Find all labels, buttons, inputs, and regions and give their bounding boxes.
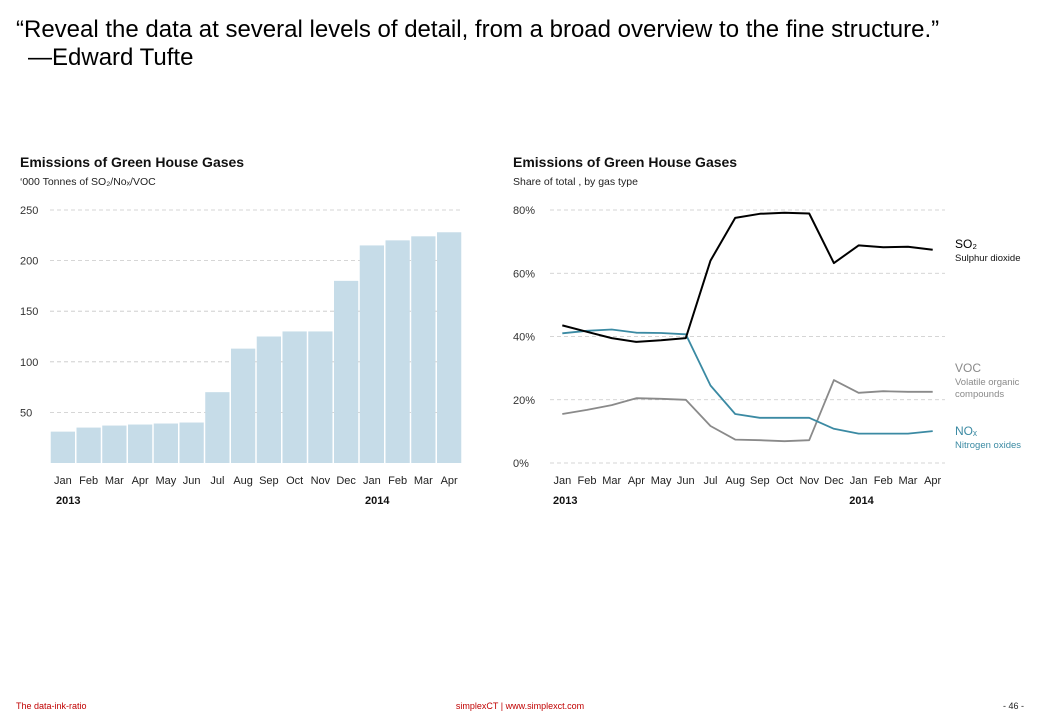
bar-chart-emissions: Emissions of Green House Gases ‘000 Tonn… — [20, 154, 462, 507]
x-tick-label: Apr — [924, 475, 941, 487]
y-tick-label: 150 — [20, 306, 38, 318]
legend-name-voc: VOC — [955, 361, 981, 375]
chart-title: Emissions of Green House Gases — [513, 154, 737, 170]
year-label: 2013 — [553, 495, 577, 507]
x-tick-label: Oct — [286, 475, 303, 487]
series-line-so2 — [562, 211, 933, 343]
x-tick-label: Feb — [79, 475, 98, 487]
x-tick-label: Mar — [602, 475, 621, 487]
x-tick-label: Feb — [874, 475, 893, 487]
y-tick-label: 200 — [20, 256, 38, 268]
footer-center: simplexCT | www.simplexct.com — [455, 701, 585, 711]
x-tick-label: Mar — [898, 475, 917, 487]
x-tick-label: May — [155, 475, 176, 487]
year-label: 2014 — [849, 495, 874, 507]
bar — [50, 431, 75, 463]
bar — [153, 423, 178, 463]
x-tick-label: Apr — [441, 475, 458, 487]
bar — [411, 236, 436, 463]
chart-title: Emissions of Green House Gases — [20, 154, 244, 170]
y-tick-label: 20% — [513, 395, 535, 407]
bar — [179, 422, 204, 463]
x-tick-label: Jan — [363, 475, 381, 487]
y-tick-label: 100 — [20, 357, 38, 369]
bar — [308, 331, 333, 463]
series-line-voc — [562, 379, 933, 443]
x-tick-label: Feb — [388, 475, 407, 487]
bar — [334, 280, 359, 463]
year-label: 2014 — [365, 495, 390, 507]
x-tick-label: Jan — [54, 475, 72, 487]
legend-desc-nox: Nitrogen oxides — [955, 440, 1021, 451]
bar — [205, 392, 230, 463]
x-tick-label: Apr — [132, 475, 149, 487]
y-tick-label: 40% — [513, 332, 535, 344]
quote-text: “Reveal the data at several levels of de… — [16, 16, 940, 43]
x-tick-label: Dec — [336, 475, 356, 487]
legend-name-nox: NOₓ — [955, 424, 977, 438]
x-tick-label: Sep — [259, 475, 279, 487]
bar — [256, 336, 281, 463]
x-tick-label: Oct — [776, 475, 793, 487]
bar — [128, 424, 153, 463]
quote: “Reveal the data at several levels of de… — [16, 16, 1026, 72]
x-tick-label: Nov — [799, 475, 819, 487]
x-tick-label: Jun — [183, 475, 201, 487]
x-tick-label: Aug — [233, 475, 253, 487]
legend-name-so2: SO₂ — [955, 237, 977, 251]
x-tick-label: Aug — [725, 475, 745, 487]
x-tick-label: Jan — [850, 475, 868, 487]
y-tick-label: 50 — [20, 407, 32, 419]
bar — [359, 245, 384, 463]
x-tick-label: Mar — [105, 475, 124, 487]
legend-desc-so2: Sulphur dioxide — [955, 253, 1021, 264]
chart-subtitle: ‘000 Tonnes of SO₂/Noₓ/VOC — [20, 176, 156, 188]
x-tick-label: Sep — [750, 475, 770, 487]
x-tick-label: Dec — [824, 475, 844, 487]
x-tick-label: Jul — [703, 475, 717, 487]
x-tick-label: May — [651, 475, 672, 487]
year-label: 2013 — [56, 495, 80, 507]
x-tick-label: Jul — [210, 475, 224, 487]
bar — [231, 348, 256, 463]
y-tick-label: 80% — [513, 205, 535, 217]
y-tick-label: 60% — [513, 268, 535, 280]
footer-right: - 46 - — [1002, 701, 1024, 711]
bar — [102, 425, 127, 463]
y-tick-label: 250 — [20, 205, 38, 217]
x-tick-label: Feb — [578, 475, 597, 487]
line-chart-share: Emissions of Green House Gases Share of … — [513, 154, 1021, 507]
chart-subtitle: Share of total , by gas type — [513, 176, 638, 188]
quote-author: —Edward Tufte — [28, 44, 194, 71]
bar — [76, 427, 101, 463]
series-line-nox — [562, 328, 933, 435]
bar — [437, 232, 462, 463]
x-tick-label: Jan — [553, 475, 571, 487]
legend-desc-voc: Volatile organic compounds — [955, 377, 1020, 400]
x-tick-label: Jun — [677, 475, 695, 487]
bar — [282, 331, 307, 463]
bar — [385, 240, 410, 463]
x-tick-label: Nov — [311, 475, 331, 487]
footer-left: The data-ink-ratio — [16, 701, 87, 711]
y-tick-label: 0% — [513, 458, 529, 470]
x-tick-label: Mar — [414, 475, 433, 487]
x-tick-label: Apr — [628, 475, 645, 487]
